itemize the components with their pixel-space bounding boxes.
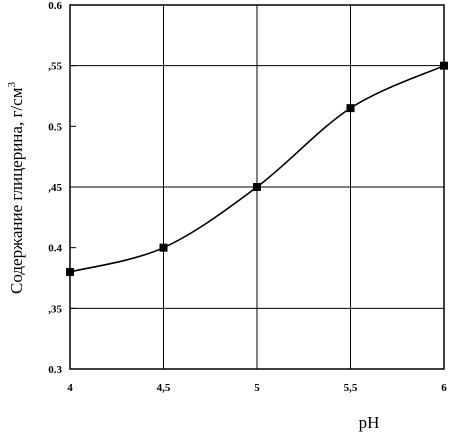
x-tick-label-1: 4,5 bbox=[157, 382, 171, 394]
x-tick-label-4: 6 bbox=[441, 382, 447, 394]
y-tick-label-2: 0.4 bbox=[48, 243, 62, 255]
y-tick-label-4: 0.5 bbox=[48, 121, 62, 133]
data-point-0-3 bbox=[346, 104, 355, 113]
y-tick-label-5: ,55 bbox=[48, 61, 62, 73]
y-tick-labels: 0.3 ,35 0.4 ,45 0.5 ,55 0.6 bbox=[48, 0, 62, 376]
x-tick-label-2: 5 bbox=[254, 382, 260, 394]
x-tick-label-3: 5,5 bbox=[344, 382, 358, 394]
x-tick-labels: 4 4,5 5 5,5 6 bbox=[67, 382, 447, 394]
y-tick-label-6: 0.6 bbox=[48, 0, 62, 12]
data-point-0-1 bbox=[159, 243, 168, 252]
y-tick-label-3: ,45 bbox=[48, 182, 62, 194]
y-tick-label-0: 0.3 bbox=[48, 364, 62, 376]
plot-frame bbox=[69, 4, 445, 370]
data-point-0-4 bbox=[440, 61, 448, 70]
x-axis-label: pH bbox=[359, 413, 380, 432]
data-point-0-0 bbox=[66, 267, 74, 276]
y-tick-label-1: ,35 bbox=[48, 303, 62, 315]
y-axis-label: Содержание глицерина, г/см3 bbox=[6, 82, 26, 294]
series-layer bbox=[66, 61, 448, 276]
data-point-0-2 bbox=[253, 183, 261, 191]
x-tick-label-0: 4 bbox=[67, 382, 73, 394]
